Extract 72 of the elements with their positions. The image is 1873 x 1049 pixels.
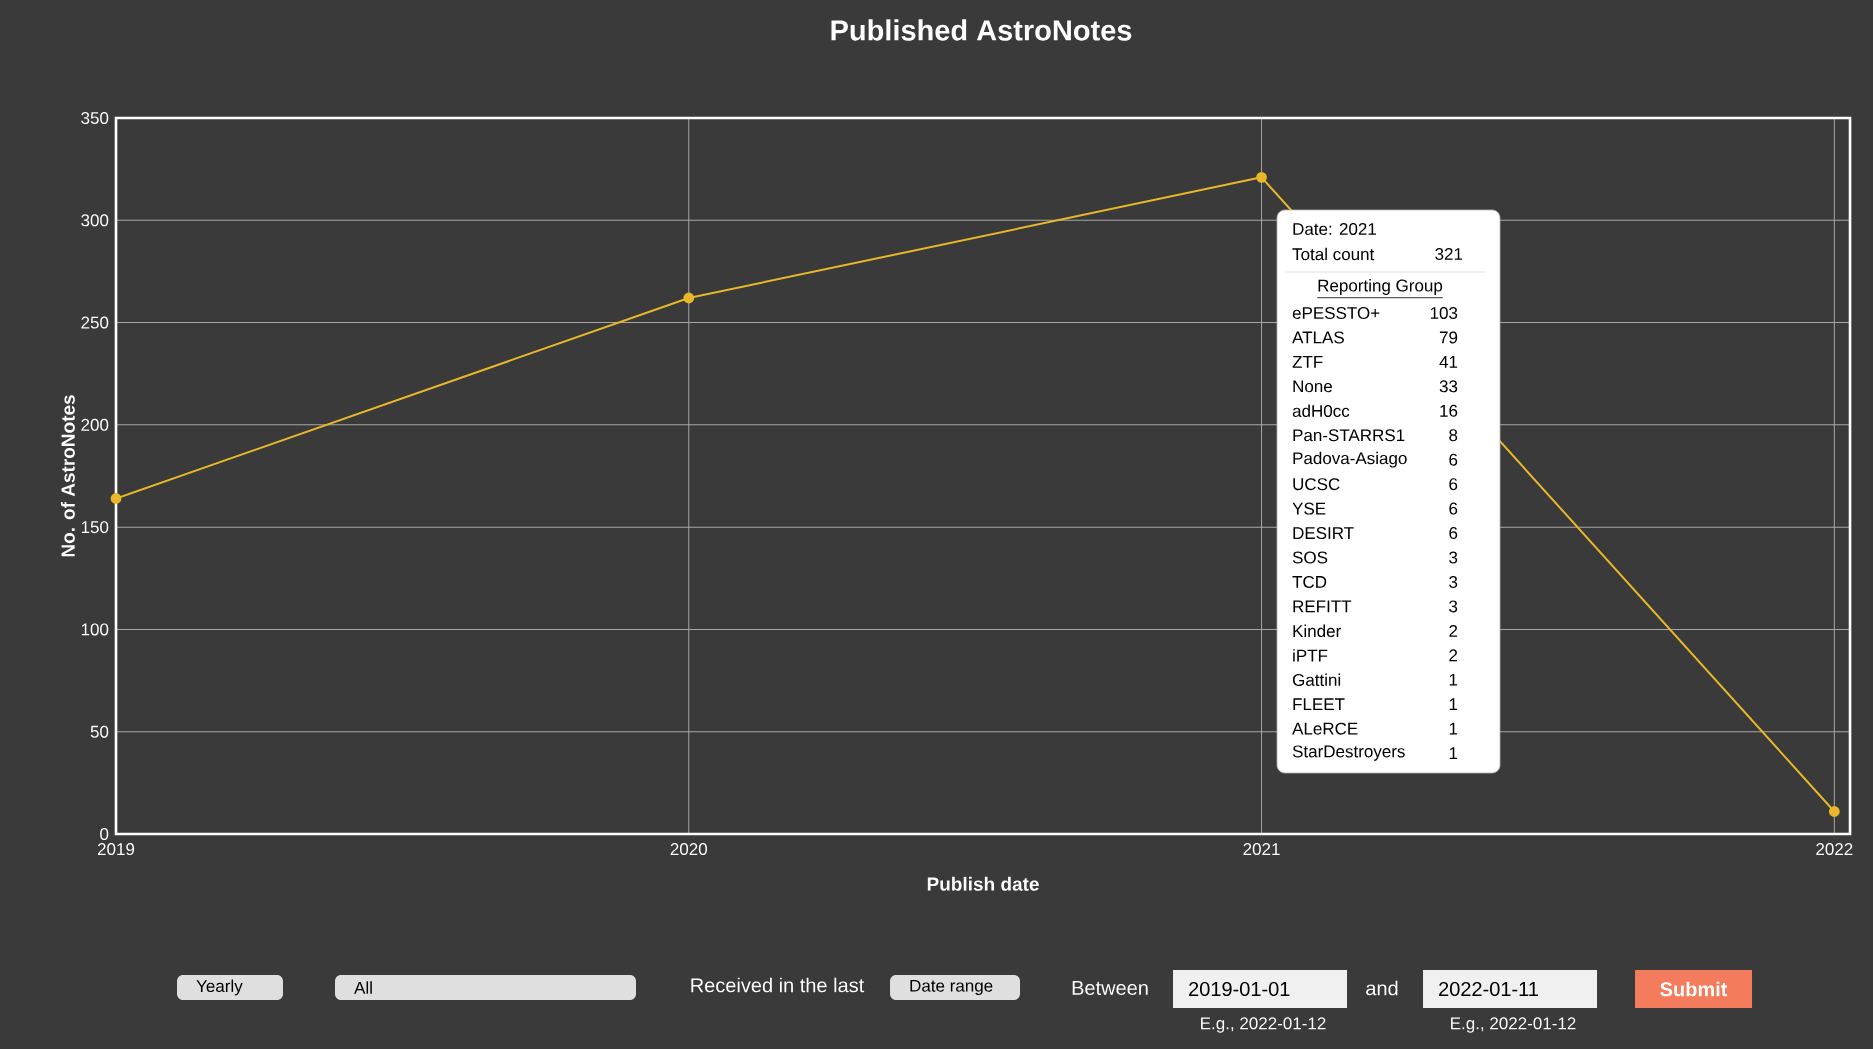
annotation: 16 (1440, 404, 1458, 417)
y-tick-label: 0 (100, 828, 109, 841)
annotation: 6 (1449, 478, 1458, 491)
annotation: 3 (1449, 551, 1458, 564)
x-tick-label: 2021 (1243, 843, 1280, 856)
x-tick-label: 2020 (670, 843, 708, 856)
point (1256, 171, 1267, 183)
annotation: SOS (1292, 551, 1328, 564)
annotation: 3 (1449, 575, 1458, 588)
text: 2019-01-01 (1189, 981, 1290, 997)
annotation: ALeRCE (1292, 722, 1358, 735)
annotation: 1 (1449, 722, 1458, 735)
annotation: REFITT (1293, 600, 1352, 613)
point (110, 493, 122, 504)
annotation: 321 (1435, 247, 1463, 260)
annotation: None (1293, 380, 1332, 393)
x-tick-label: 2022 (1816, 843, 1853, 856)
annotation: YSE (1292, 502, 1326, 515)
annotation: Reporting Group (1318, 279, 1443, 295)
x-axis-title: Publish date (927, 876, 1039, 891)
text: Yearly (196, 979, 243, 996)
annotation: iPTF (1293, 649, 1328, 662)
annotation: 1 (1449, 673, 1458, 686)
annotation: Total count (1292, 247, 1375, 261)
annotation: StarDestroyers (1292, 745, 1405, 761)
x-tick-label: 2019 (97, 843, 135, 856)
text: Date range (910, 979, 993, 996)
y-tick-label: 300 (81, 214, 109, 227)
text: E.g., 2022-01-12 (1201, 1017, 1326, 1033)
annotation: 6 (1449, 527, 1458, 540)
text: Between (1072, 981, 1148, 995)
y-tick-label: 250 (81, 316, 109, 329)
annotation: 6 (1449, 502, 1458, 515)
text: E.g., 2022-01-12 (1451, 1017, 1576, 1033)
annotation: Pan-STARRS1 (1293, 429, 1405, 442)
y-tick-label: 100 (81, 623, 109, 636)
y-tick-label: 150 (81, 521, 109, 534)
annotation: Kinder (1293, 624, 1341, 638)
text: and (1366, 980, 1398, 996)
annotation: 2 (1449, 649, 1458, 662)
annotation: 1 (1449, 698, 1458, 711)
point (683, 292, 695, 304)
annotation: 3 (1449, 600, 1458, 613)
text: Received in the last (691, 977, 865, 993)
annotation: DESIRT (1293, 527, 1354, 540)
annotation: ZTF (1292, 356, 1323, 368)
annotation: 41 (1439, 356, 1458, 368)
text: 2022-01-11 (1439, 981, 1538, 997)
text: Submit (1660, 981, 1728, 997)
text: All (354, 981, 372, 994)
annotation: UCSC (1293, 478, 1340, 491)
point (1828, 806, 1840, 817)
annotation: Padova-Asiago (1293, 451, 1407, 468)
annotation: adH0cc (1292, 404, 1350, 418)
annotation: 8 (1449, 429, 1458, 442)
annotation: 33 (1439, 380, 1458, 393)
annotation: Gattini (1292, 673, 1341, 686)
annotation: Date: 2021 (1293, 222, 1376, 235)
y-tick-label: 200 (81, 418, 109, 431)
y-tick-label: 50 (90, 725, 109, 738)
chart-title: Published AstroNotes (831, 19, 1132, 41)
annotation: ATLAS (1292, 331, 1344, 344)
annotation: 1 (1449, 747, 1458, 759)
annotation: 6 (1449, 453, 1458, 466)
annotation: 79 (1439, 331, 1458, 344)
y-axis-title: No. of AstroNotes (60, 395, 75, 557)
annotation: TCD (1292, 575, 1327, 588)
y-tick-label: 350 (81, 112, 109, 125)
annotation: ePESSTO+ (1292, 306, 1380, 319)
annotation: FLEET (1293, 698, 1345, 711)
annotation: 103 (1430, 306, 1458, 319)
annotation: 2 (1449, 624, 1458, 637)
